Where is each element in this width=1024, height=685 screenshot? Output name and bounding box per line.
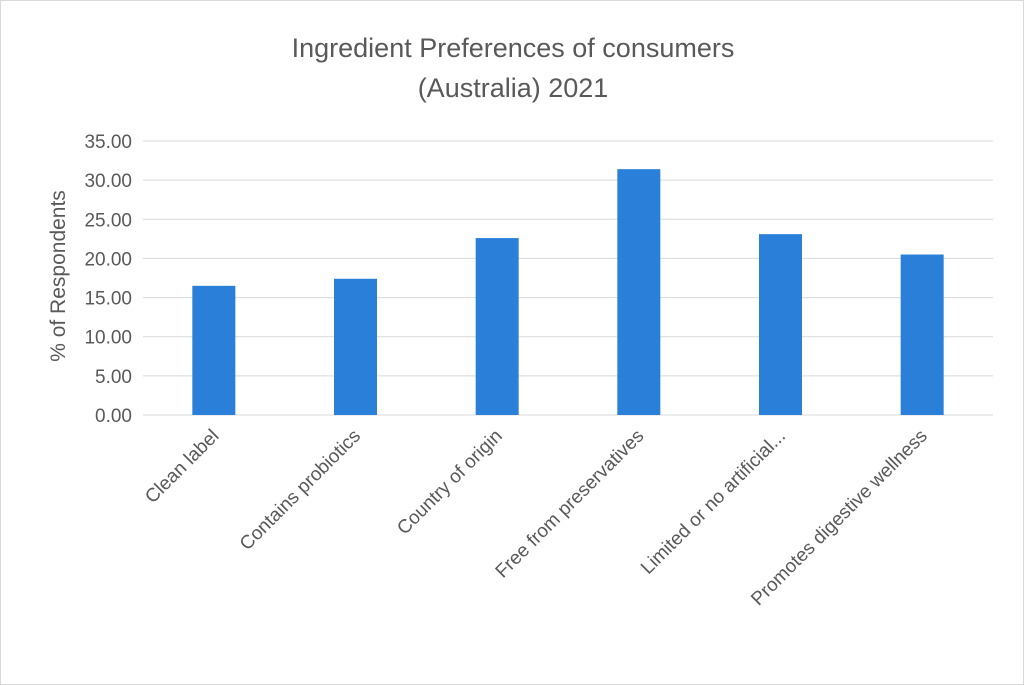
bar	[617, 169, 661, 415]
y-tick-label: 35.00	[84, 132, 132, 153]
bar	[334, 278, 377, 415]
y-axis-label: % of Respondents	[47, 190, 70, 362]
bar	[192, 285, 236, 415]
chart-title-line-2: (Australia) 2021	[418, 73, 609, 103]
y-tick-label: 30.00	[84, 171, 132, 192]
x-tick-label: Country of origin	[393, 426, 506, 539]
x-tick-label: Free from preservatives	[492, 426, 649, 583]
chart-title-line-1: Ingredient Preferences of consumers	[292, 33, 735, 63]
y-tick-label: 25.00	[84, 210, 132, 231]
bars	[192, 169, 944, 415]
bar	[900, 254, 944, 415]
x-tick-labels: Clean label Contains probiotics Country of…	[141, 426, 931, 610]
y-tick-label: 0.00	[95, 406, 132, 427]
y-tick-label: 10.00	[84, 328, 132, 349]
bar	[475, 238, 519, 415]
x-tick-label: Contains probiotics	[236, 426, 365, 555]
y-tick-label: 15.00	[84, 289, 132, 310]
x-tick-label: Limited or no artificial...	[637, 426, 790, 579]
y-tick-label: 20.00	[84, 249, 132, 270]
bar	[759, 234, 802, 415]
y-tick-labels: 0.00 5.00 10.00 15.00 20.00 25.00 30.00 35.00	[84, 132, 132, 427]
gridlines	[143, 140, 993, 416]
x-tick-label: Clean label	[141, 426, 223, 508]
y-tick-label: 5.00	[95, 367, 132, 388]
